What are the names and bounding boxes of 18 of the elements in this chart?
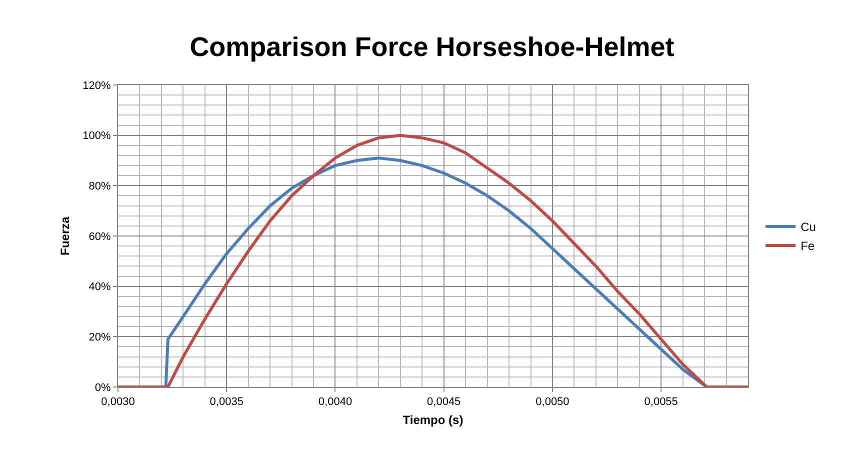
x-tick-label: 0,0055 [644,396,678,408]
y-tick-label: 0% [94,382,112,394]
y-tick-label: 20% [88,332,112,344]
y-tick-label: 80% [88,180,112,193]
x-tick-label: 0,0050 [536,396,570,408]
x-tick-label: 0,0035 [210,396,244,408]
y-tick-label: 120% [82,80,112,92]
x-axis-title: Tiempo (s) [402,413,464,428]
y-tick-label: 40% [88,281,112,294]
x-tick-label: 0,0030 [101,396,135,408]
y-tick-label: 60% [88,230,112,243]
chart-title: Comparison Force Horseshoe-Helmet [190,32,674,62]
x-tick-label: 0,0040 [318,396,352,408]
legend-label: Cu [800,220,816,234]
x-tick-label: 0,0045 [427,396,461,408]
y-axis-title: Fuerza [58,216,72,256]
y-tick-label: 100% [82,130,112,142]
legend-label: Fe [800,239,815,254]
